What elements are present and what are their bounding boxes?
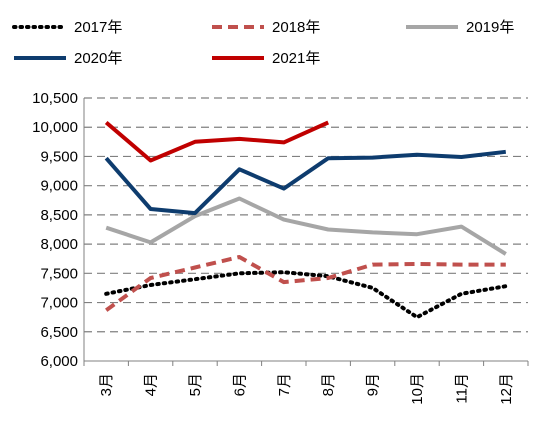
x-tick-label: 11月 [453,373,470,404]
x-tick-label: 8月 [320,373,337,396]
legend-label: 2021年 [272,50,320,67]
series-line [105,255,506,312]
series-line [104,270,508,320]
y-tick-label: 10,500 [32,90,78,107]
x-tick-label: 6月 [231,373,248,396]
y-tick-label: 7,500 [40,265,78,282]
y-tick-label: 8,500 [40,207,78,224]
x-tick-label: 3月 [98,373,115,396]
x-tick-label: 7月 [276,373,293,396]
x-tick-label: 4月 [143,373,160,396]
x-tick-label: 12月 [498,373,515,405]
x-axis: 3月 4月 5月 6月 7月 8月 9月 10月 11月 12月 [83,360,529,405]
y-tick-label: 8,000 [40,236,78,253]
series-line [104,149,507,216]
y-tick-label: 9,500 [40,148,78,165]
series-lines [104,120,508,320]
legend-label: 2020年 [74,50,122,67]
y-tick-label: 7,000 [40,295,78,312]
legend-label: 2017年 [74,19,122,36]
series-line [105,196,507,256]
legend-label: 2018年 [272,19,320,36]
x-tick-label: 9月 [365,373,382,396]
x-tick-label: 5月 [187,373,204,396]
y-tick-label: 6,000 [40,353,78,370]
legend: 2017年 2018年 2019年 2020年 2021年 [12,19,514,67]
x-tick-label: 10月 [409,373,426,405]
y-axis: 6,000 6,500 7,000 7,500 8,000 8,500 9,000 9,500… [32,90,85,370]
legend-label: 2019年 [466,19,514,36]
series-line [104,120,330,163]
y-tick-label: 9,000 [40,178,78,195]
y-tick-label: 10,000 [32,119,78,136]
y-tick-label: 6,500 [40,324,78,341]
